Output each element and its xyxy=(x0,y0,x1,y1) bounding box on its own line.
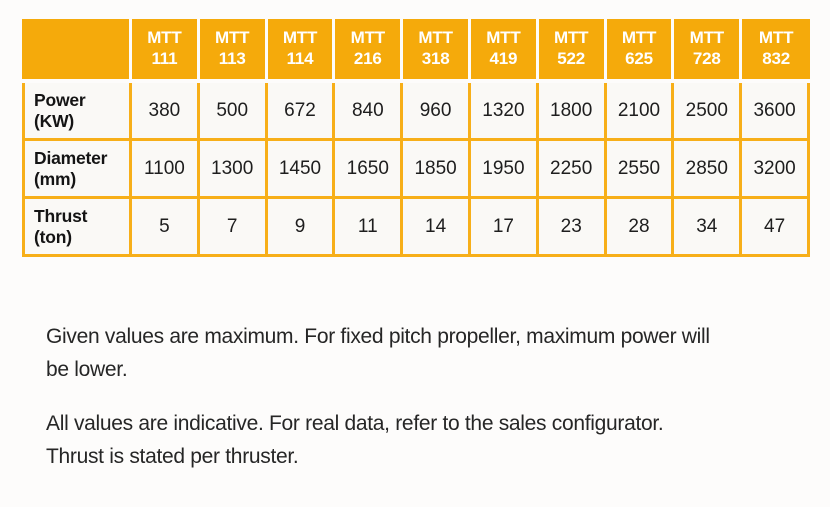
table-cell: 672 xyxy=(267,83,336,141)
table-cell: 28 xyxy=(606,199,675,257)
table-cell: 9 xyxy=(267,199,336,257)
column-header: MTT 114 xyxy=(267,19,336,83)
note-line: Thrust is stated per thruster. xyxy=(46,445,299,468)
column-header: MTT 111 xyxy=(132,19,200,83)
column-header: MTT 625 xyxy=(606,19,675,83)
table-cell: 2500 xyxy=(674,83,743,141)
table-cell: 5 xyxy=(132,199,200,257)
table-cell: 47 xyxy=(742,199,810,257)
table-cell: 2850 xyxy=(674,141,743,199)
table-cell: 14 xyxy=(403,199,471,257)
column-header: MTT 522 xyxy=(538,19,607,83)
note-paragraph: Given values are maximum. For fixed pitc… xyxy=(46,320,776,386)
column-header: MTT 728 xyxy=(674,19,743,83)
table-cell: 1950 xyxy=(471,141,539,199)
table-cell: 7 xyxy=(199,199,268,257)
thruster-spec-table: MTT 111 MTT 113 MTT 114 MTT 216 MTT 318 MTT 4… xyxy=(22,19,810,257)
table-cell: 1800 xyxy=(538,83,607,141)
footnotes: Given values are maximum. For fixed pitc… xyxy=(46,320,776,494)
table-cell: 11 xyxy=(335,199,404,257)
column-header: MTT 419 xyxy=(471,19,539,83)
column-header: MTT 113 xyxy=(199,19,268,83)
row-label: Power (KW) xyxy=(22,83,132,141)
row-label: Thrust (ton) xyxy=(22,199,132,257)
row-label: Diameter (mm) xyxy=(22,141,132,199)
note-line: be lower. xyxy=(46,358,128,381)
note-paragraph: All values are indicative. For real data… xyxy=(46,407,776,473)
table-cell: 380 xyxy=(132,83,200,141)
table-cell: 960 xyxy=(403,83,471,141)
table-cell: 500 xyxy=(199,83,268,141)
table-cell: 1100 xyxy=(132,141,200,199)
table-cell: 840 xyxy=(335,83,404,141)
table-cell: 3600 xyxy=(742,83,810,141)
table-cell: 3200 xyxy=(742,141,810,199)
column-header: MTT 216 xyxy=(335,19,404,83)
column-header: MTT 832 xyxy=(742,19,810,83)
table-cell: 2100 xyxy=(606,83,675,141)
table-cell: 2250 xyxy=(538,141,607,199)
note-line: Given values are maximum. For fixed pitc… xyxy=(46,325,710,348)
note-line: All values are indicative. For real data… xyxy=(46,412,664,435)
table-cell: 1650 xyxy=(335,141,404,199)
table-corner-cell xyxy=(22,19,132,83)
table-cell: 2550 xyxy=(606,141,675,199)
table-cell: 1300 xyxy=(199,141,268,199)
column-header: MTT 318 xyxy=(403,19,471,83)
table-cell: 1320 xyxy=(471,83,539,141)
table-cell: 17 xyxy=(471,199,539,257)
table-cell: 34 xyxy=(674,199,743,257)
table-cell: 23 xyxy=(538,199,607,257)
table-cell: 1450 xyxy=(267,141,336,199)
table-cell: 1850 xyxy=(403,141,471,199)
